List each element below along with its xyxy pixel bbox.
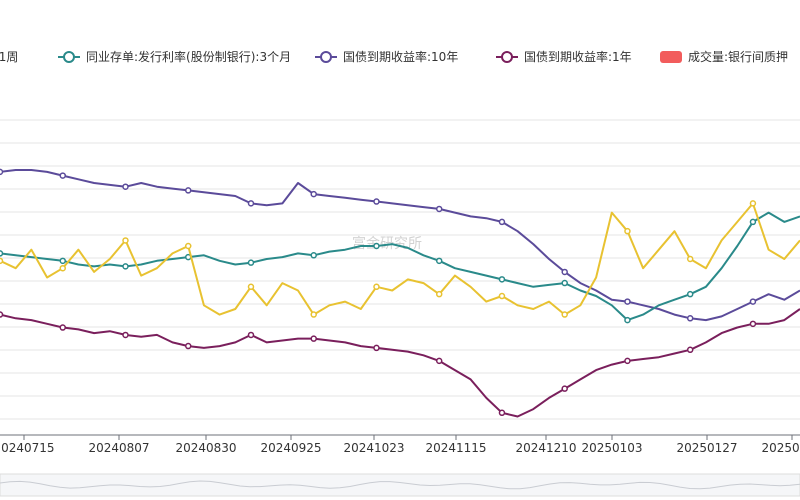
data-point — [435, 357, 443, 365]
data-point — [184, 242, 192, 250]
legend-marker — [63, 51, 75, 63]
data-point — [435, 257, 443, 265]
data-point — [624, 298, 631, 305]
x-tick-label: 20240715 — [0, 441, 55, 455]
data-point — [749, 218, 757, 226]
data-point — [561, 279, 568, 287]
data-point — [749, 298, 757, 305]
data-point — [122, 331, 129, 339]
data-point — [0, 311, 4, 318]
x-tick-label: 20241023 — [343, 441, 404, 455]
data-point — [59, 324, 66, 331]
legend-label: 成交量:银行间质押 — [688, 49, 788, 64]
data-point — [247, 331, 255, 339]
data-point — [247, 283, 255, 291]
data-point — [498, 409, 506, 417]
data-point — [122, 263, 129, 270]
legend-label: r:1周 — [0, 50, 18, 64]
legend-label: 同业存单:发行利率(股份制银行):3个月 — [86, 49, 291, 64]
data-point — [373, 344, 380, 352]
slider-preview-line — [0, 480, 800, 490]
data-point — [686, 290, 694, 298]
gridlines — [0, 119, 800, 436]
data-point — [561, 311, 568, 318]
legend-marker — [320, 51, 332, 63]
series-layer — [0, 168, 800, 418]
data-point — [184, 342, 192, 350]
legend-item[interactable]: 同业存单:发行利率(股份制银行):3个月 — [58, 49, 291, 64]
data-point — [122, 183, 129, 190]
data-point — [0, 250, 4, 257]
legend-label: 国债到期收益率:10年 — [343, 49, 458, 64]
datazoom-slider[interactable] — [0, 473, 800, 497]
data-point — [686, 315, 694, 322]
legend-item[interactable]: 国债到期收益率:10年 — [315, 49, 458, 64]
data-point — [498, 292, 506, 300]
data-point — [624, 316, 631, 324]
data-point — [184, 187, 192, 194]
legend-marker — [501, 51, 513, 63]
x-tick-label: 20250226 — [761, 441, 800, 455]
data-point — [122, 237, 129, 244]
data-point — [0, 168, 4, 176]
x-tick-label: 20241115 — [425, 441, 486, 455]
data-point — [247, 200, 255, 207]
data-point — [373, 242, 380, 250]
x-tick-label: 20240830 — [175, 441, 236, 455]
data-point — [749, 320, 757, 328]
data-point — [59, 264, 66, 272]
data-point — [310, 335, 317, 342]
data-point — [435, 290, 443, 298]
x-tick-label: 20240925 — [260, 441, 321, 455]
data-point — [686, 255, 694, 263]
legend-label: 国债到期收益率:1年 — [524, 49, 632, 64]
data-point — [624, 357, 631, 365]
series-line — [0, 308, 800, 418]
data-point — [686, 346, 694, 354]
data-point — [373, 198, 380, 205]
data-point — [310, 190, 317, 198]
x-tick-label: 20240807 — [88, 441, 149, 455]
legend-item[interactable]: 成交量:银行间质押 — [660, 49, 788, 64]
data-point — [247, 259, 255, 266]
legend-swatch — [660, 51, 682, 63]
x-tick-label: 20241210 — [515, 441, 576, 455]
legend-item[interactable]: 国债到期收益率:1年 — [496, 49, 632, 64]
data-point — [373, 283, 380, 291]
data-point — [59, 257, 66, 265]
data-point — [435, 205, 443, 213]
data-point — [624, 227, 631, 235]
data-point — [310, 252, 317, 259]
series-line — [0, 169, 800, 322]
legend-item[interactable]: r:1周 — [0, 50, 18, 64]
data-point — [0, 257, 4, 265]
series-line — [0, 202, 800, 316]
data-point — [561, 268, 568, 276]
x-axis: 20240715 20240807 20240830 20240925 20241023… — [0, 435, 800, 455]
data-point — [498, 218, 506, 226]
data-point — [749, 200, 757, 207]
data-point — [561, 385, 568, 392]
series-line — [0, 211, 800, 322]
data-point — [498, 276, 506, 283]
slider-track[interactable] — [0, 473, 800, 497]
data-point — [59, 172, 66, 179]
x-tick-label: 20250103 — [581, 441, 642, 455]
data-point — [310, 311, 317, 318]
x-tick-label: 20250127 — [676, 441, 737, 455]
legend: r:1周 同业存单:发行利率(股份制银行):3个月 国债到期收益率:10年 国债到期收… — [0, 49, 788, 64]
